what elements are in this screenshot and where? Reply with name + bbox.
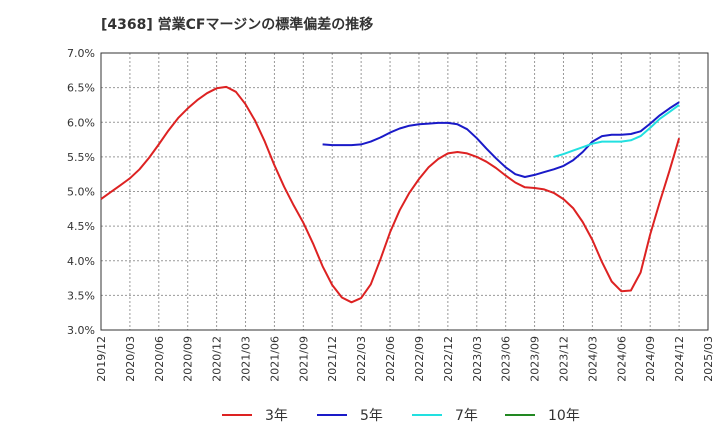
plot-border <box>100 52 709 331</box>
x-tick-label: 2020/06 <box>153 336 166 382</box>
x-tick-label: 2024/03 <box>586 336 599 382</box>
x-tick-label: 2022/09 <box>413 336 426 382</box>
x-tick-label: 2021/06 <box>268 336 281 382</box>
y-tick-label: 3.5% <box>67 289 95 302</box>
x-tick-label: 2024/06 <box>615 336 628 382</box>
series-line-2 <box>553 104 680 158</box>
x-tick-label: 2022/06 <box>384 336 397 382</box>
legend-label-2: 7年 <box>455 408 478 424</box>
y-tick-label: 7.0% <box>67 47 95 60</box>
chart-title: [4368] 営業CFマージンの標準偏差の推移 <box>101 17 374 33</box>
y-tick-label: 4.5% <box>67 220 95 233</box>
legend-label-0: 3年 <box>265 408 288 424</box>
x-tick-label: 2020/03 <box>124 336 137 382</box>
y-tick-label: 5.5% <box>67 151 95 164</box>
x-tick-label: 2020/12 <box>211 336 224 382</box>
x-tick-label: 2022/12 <box>442 336 455 382</box>
x-tick-label: 2022/03 <box>355 336 368 382</box>
series-line-0 <box>100 85 681 304</box>
x-tick-label: 2024/12 <box>673 336 686 382</box>
legend-label-3: 10年 <box>548 408 580 424</box>
y-tick-label: 5.0% <box>67 186 95 199</box>
x-tick-label: 2020/09 <box>182 336 195 382</box>
x-tick-label: 2023/12 <box>557 336 570 382</box>
x-tick-label: 2023/03 <box>471 336 484 382</box>
x-tick-label: 2025/03 <box>702 336 715 382</box>
legend-label-1: 5年 <box>360 408 383 424</box>
x-tick-label: 2024/09 <box>644 336 657 382</box>
x-tick-label: 2021/03 <box>240 336 253 382</box>
y-tick-label: 4.0% <box>67 255 95 268</box>
y-tick-label: 6.5% <box>67 82 95 95</box>
x-tick-label: 2021/09 <box>297 336 310 382</box>
x-tick-label: 2023/06 <box>500 336 513 382</box>
plot-area <box>101 53 708 330</box>
series-line-1 <box>322 101 680 178</box>
x-tick-label: 2021/12 <box>326 336 339 382</box>
y-tick-label: 6.0% <box>67 116 95 129</box>
x-tick-label: 2023/09 <box>529 336 542 382</box>
x-tick-label: 2019/12 <box>95 336 108 382</box>
y-tick-label: 3.0% <box>67 324 95 337</box>
